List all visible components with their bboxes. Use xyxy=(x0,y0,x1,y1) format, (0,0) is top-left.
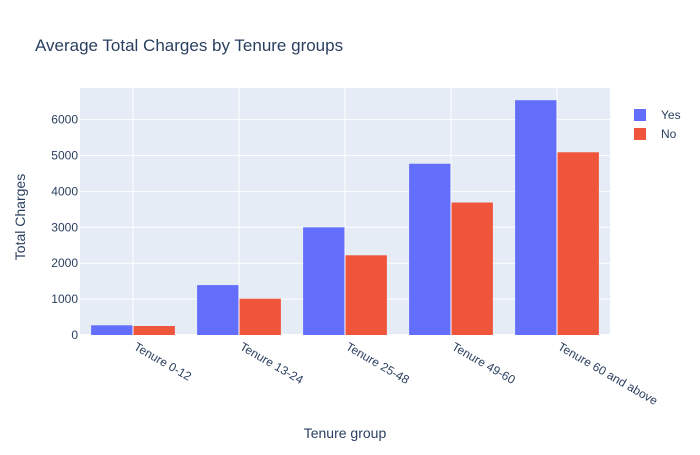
legend-swatch-no xyxy=(634,128,646,140)
y-axis-ticks: 0 1000 2000 3000 4000 5000 6000 xyxy=(51,113,78,342)
y-tick-label: 3000 xyxy=(51,220,78,234)
y-tick-label: 2000 xyxy=(51,256,78,270)
legend[interactable]: Yes No xyxy=(634,108,681,141)
y-tick-label: 5000 xyxy=(51,148,78,162)
y-tick-label: 4000 xyxy=(51,184,78,198)
chart-title: Average Total Charges by Tenure groups xyxy=(35,36,343,55)
y-tick-label: 1000 xyxy=(51,292,78,306)
bar-no-3[interactable] xyxy=(451,202,493,335)
x-axis-title: Tenure group xyxy=(304,425,387,441)
bar-no-4[interactable] xyxy=(557,152,599,335)
y-tick-label: 0 xyxy=(71,328,78,342)
bar-no-1[interactable] xyxy=(239,298,281,335)
bar-no-2[interactable] xyxy=(345,255,387,335)
bar-yes-1[interactable] xyxy=(197,285,239,335)
plot-area xyxy=(80,88,610,336)
y-tick-label: 6000 xyxy=(51,113,78,127)
legend-label-yes: Yes xyxy=(661,108,681,122)
y-axis-title: Total Charges xyxy=(12,174,28,260)
bar-yes-0[interactable] xyxy=(91,325,133,335)
bar-no-0[interactable] xyxy=(133,326,175,335)
bar-yes-2[interactable] xyxy=(303,227,345,335)
bar-yes-3[interactable] xyxy=(409,163,451,335)
legend-swatch-yes xyxy=(634,109,646,121)
bar-yes-4[interactable] xyxy=(515,100,557,336)
legend-label-no: No xyxy=(661,127,677,141)
